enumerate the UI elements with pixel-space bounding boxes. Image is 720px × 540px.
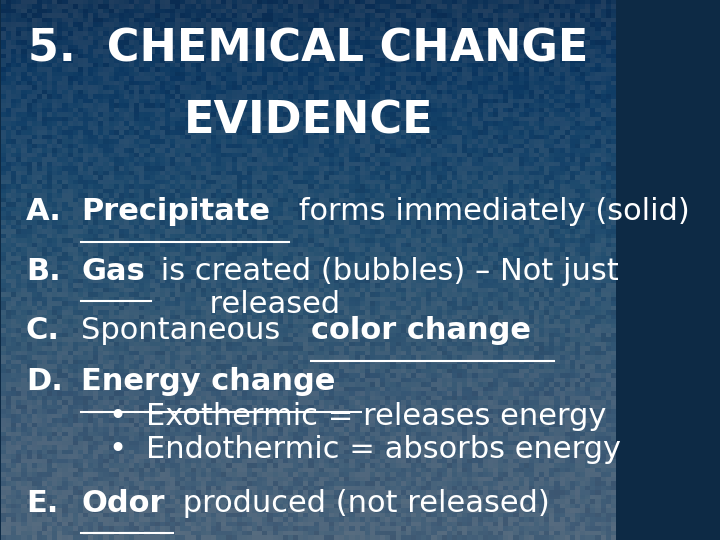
- Text: EVIDENCE: EVIDENCE: [184, 100, 433, 143]
- Text: Spontaneous: Spontaneous: [81, 316, 290, 345]
- Text: 5.  CHEMICAL CHANGE: 5. CHEMICAL CHANGE: [28, 27, 589, 70]
- Text: Endothermic = absorbs energy: Endothermic = absorbs energy: [145, 435, 621, 464]
- Text: C.: C.: [26, 316, 60, 345]
- Text: produced (not released): produced (not released): [173, 489, 550, 518]
- Text: Odor: Odor: [81, 489, 165, 518]
- Text: color change: color change: [311, 316, 531, 345]
- Text: Exothermic = releases energy: Exothermic = releases energy: [145, 402, 606, 431]
- Text: •: •: [109, 402, 127, 431]
- Text: Energy change: Energy change: [81, 367, 336, 396]
- Text: is created (bubbles) – Not just
      released: is created (bubbles) – Not just released: [151, 256, 619, 319]
- Text: Precipitate: Precipitate: [81, 197, 270, 226]
- Text: E.: E.: [26, 489, 58, 518]
- Text: B.: B.: [26, 256, 60, 286]
- Text: forms immediately (solid): forms immediately (solid): [289, 197, 690, 226]
- Text: A.: A.: [26, 197, 62, 226]
- Text: Gas: Gas: [81, 256, 145, 286]
- Text: D.: D.: [26, 367, 63, 396]
- Text: •: •: [109, 435, 127, 464]
